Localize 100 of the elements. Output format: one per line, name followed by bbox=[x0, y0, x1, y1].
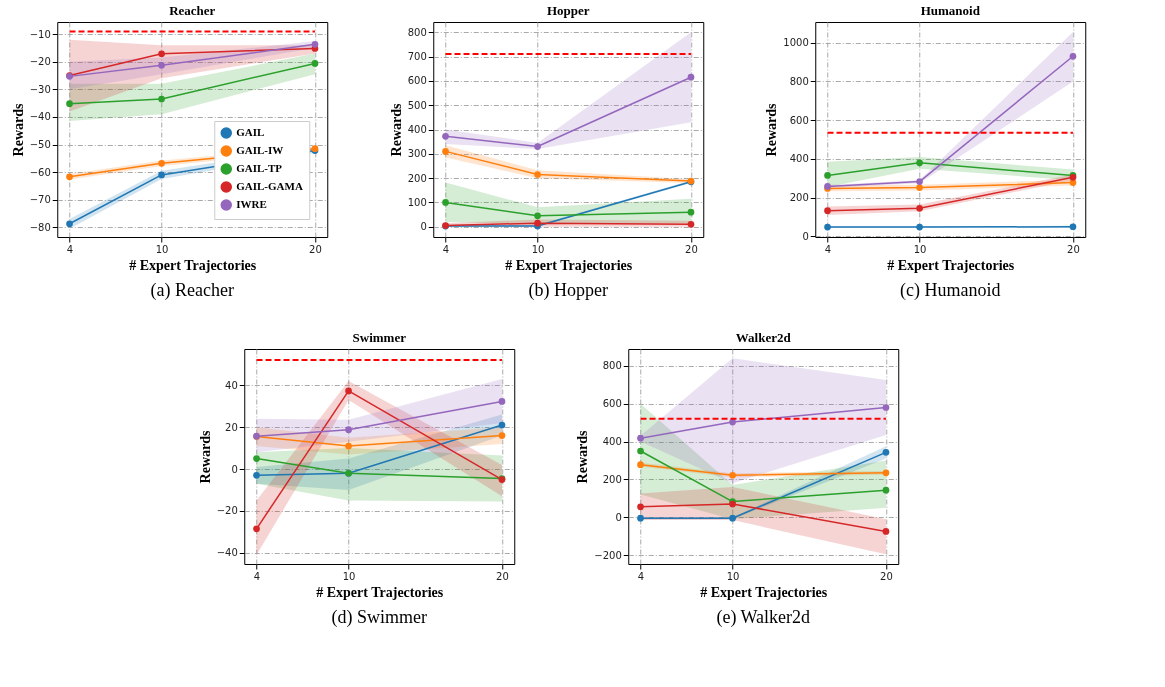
point bbox=[534, 143, 541, 150]
y-tick-label: −20 bbox=[29, 56, 51, 68]
point bbox=[824, 223, 831, 231]
y-tick-label: 200 bbox=[602, 473, 622, 485]
x-tick-label: 20 bbox=[496, 570, 509, 582]
x-axis-title: # Expert Trajectories bbox=[700, 584, 828, 600]
point bbox=[637, 461, 644, 468]
y-tick-label: 500 bbox=[407, 99, 427, 111]
point bbox=[916, 184, 923, 191]
point bbox=[498, 421, 506, 429]
point bbox=[442, 148, 449, 155]
x-axis-title: # Expert Trajectories bbox=[505, 257, 633, 273]
point bbox=[345, 442, 352, 450]
point bbox=[916, 178, 923, 185]
y-tick-label: −40 bbox=[216, 547, 238, 559]
point bbox=[637, 503, 644, 511]
point bbox=[158, 95, 165, 103]
legend-label: GAIL-IW bbox=[236, 144, 284, 156]
point bbox=[882, 528, 890, 535]
y-tick-label: 600 bbox=[789, 114, 809, 126]
point bbox=[729, 514, 736, 522]
x-tick-label: 10 bbox=[342, 570, 356, 582]
y-tick-label: −40 bbox=[29, 111, 51, 123]
point bbox=[498, 398, 506, 405]
point bbox=[534, 212, 541, 220]
x-tick-label: 10 bbox=[913, 243, 927, 255]
y-axis-title: Rewards bbox=[10, 103, 26, 157]
y-tick-label: 0 bbox=[420, 221, 427, 233]
y-tick-label: −70 bbox=[29, 194, 51, 206]
x-tick-label: 20 bbox=[1067, 243, 1080, 255]
x-tick-label: 4 bbox=[637, 570, 645, 582]
text: (a) Reacher bbox=[150, 280, 234, 301]
point bbox=[916, 223, 923, 231]
point bbox=[253, 472, 260, 479]
y-tick-label: −10 bbox=[29, 28, 51, 40]
point bbox=[1069, 52, 1077, 60]
chart-title: Hopper bbox=[546, 3, 590, 18]
legend-label: GAIL-TP bbox=[236, 162, 283, 174]
y-tick-label: 600 bbox=[407, 75, 427, 87]
x-tick-label: 4 bbox=[253, 570, 261, 582]
y-tick-label: 100 bbox=[407, 196, 427, 208]
y-tick-label: 700 bbox=[407, 51, 427, 63]
point bbox=[882, 404, 890, 411]
x-tick-label: 10 bbox=[726, 570, 740, 582]
point bbox=[498, 432, 506, 439]
point bbox=[687, 221, 695, 228]
x-tick-label: 4 bbox=[442, 243, 450, 255]
chart-title: Humanoid bbox=[920, 3, 981, 18]
legend-label: IWRE bbox=[236, 198, 267, 210]
point bbox=[311, 41, 319, 48]
point bbox=[916, 204, 923, 212]
point bbox=[345, 426, 352, 434]
point bbox=[824, 207, 831, 215]
y-tick-label: 400 bbox=[602, 436, 622, 448]
x-axis-title: # Expert Trajectories bbox=[129, 257, 257, 273]
y-tick-label: 0 bbox=[231, 463, 238, 475]
legend-label: GAIL-GAMA bbox=[236, 180, 303, 192]
chart-title: Walker2d bbox=[735, 330, 792, 345]
y-axis-title: Rewards bbox=[575, 430, 591, 484]
point bbox=[158, 61, 165, 69]
point bbox=[916, 159, 923, 167]
x-tick-label: 4 bbox=[66, 243, 74, 255]
point bbox=[442, 199, 449, 206]
point bbox=[345, 387, 352, 395]
text: (e) Walker2d bbox=[716, 607, 811, 628]
x-axis-title: # Expert Trajectories bbox=[316, 584, 444, 600]
y-axis-title: Rewards bbox=[764, 103, 780, 157]
point bbox=[158, 50, 165, 58]
y-tick-label: 40 bbox=[225, 379, 238, 391]
y-tick-label: 800 bbox=[407, 26, 427, 38]
y-tick-label: −80 bbox=[29, 221, 51, 233]
x-tick-label: 20 bbox=[685, 243, 698, 255]
text: (d) Swimmer bbox=[331, 607, 427, 628]
y-tick-label: 400 bbox=[789, 153, 809, 165]
y-tick-label: 200 bbox=[789, 192, 809, 204]
chart-title: Swimmer bbox=[352, 330, 407, 345]
y-tick-label: 300 bbox=[407, 148, 427, 160]
legend-label: GAIL bbox=[236, 126, 265, 138]
point bbox=[66, 173, 73, 181]
x-tick-label: 10 bbox=[531, 243, 545, 255]
y-tick-label: −30 bbox=[29, 83, 51, 95]
y-tick-label: 400 bbox=[407, 124, 427, 135]
y-tick-label: 20 bbox=[225, 421, 238, 433]
point bbox=[687, 208, 695, 216]
point bbox=[729, 471, 736, 479]
point bbox=[824, 172, 831, 179]
point bbox=[66, 220, 73, 228]
point bbox=[637, 514, 644, 522]
y-axis-title: Rewards bbox=[388, 103, 404, 157]
point bbox=[66, 100, 73, 108]
point bbox=[253, 525, 260, 533]
point bbox=[158, 171, 165, 179]
x-tick-label: 20 bbox=[309, 243, 322, 255]
x-tick-label: 20 bbox=[880, 570, 893, 582]
y-tick-label: −20 bbox=[216, 505, 238, 517]
text: (c) Humanoid bbox=[900, 280, 1001, 301]
point bbox=[882, 469, 890, 477]
y-tick-label: 0 bbox=[615, 511, 622, 523]
x-tick-label: 4 bbox=[824, 243, 832, 255]
y-tick-label: −50 bbox=[29, 139, 51, 151]
